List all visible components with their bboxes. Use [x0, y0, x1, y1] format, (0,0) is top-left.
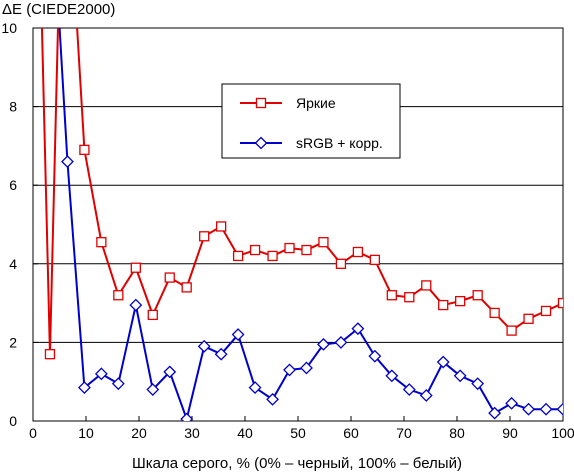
data-point-diamond: [61, 155, 74, 169]
data-point-square: [249, 244, 261, 256]
x-tick-label: 100: [551, 425, 574, 441]
data-point-diamond: [231, 328, 245, 341]
y-tick-label: 0: [9, 413, 17, 429]
series-2: [58, 28, 563, 421]
data-point-diamond: [94, 367, 108, 381]
y-axis-title: ΔE (CIEDE2000): [2, 1, 115, 18]
data-point-square: [335, 258, 347, 269]
data-point-diamond: [254, 136, 268, 150]
data-point-diamond: [163, 365, 177, 379]
x-tick-label: 10: [78, 425, 94, 441]
data-point-diamond: [368, 349, 382, 363]
data-point-square: [421, 280, 432, 291]
data-point-diamond: [453, 369, 467, 383]
data-point-diamond: [111, 377, 125, 391]
data-point-diamond: [522, 402, 535, 416]
data-point-square: [215, 221, 227, 232]
data-point-square: [284, 242, 295, 254]
data-point-square: [352, 246, 364, 258]
data-point-square: [472, 290, 483, 301]
series-1: [40, 28, 563, 360]
legend-box: [221, 83, 401, 159]
series-line: [40, 28, 563, 356]
series-line: [58, 28, 563, 421]
legend-label: sRGB + корр.: [296, 135, 383, 151]
data-point-diamond: [129, 298, 143, 312]
data-point-diamond: [402, 383, 416, 396]
data-point-diamond: [351, 322, 365, 336]
data-point-diamond: [283, 363, 296, 377]
data-point-square: [438, 299, 449, 311]
data-point-diamond: [300, 361, 313, 375]
data-point-diamond: [556, 402, 563, 416]
x-tick-label: 0: [29, 425, 37, 441]
data-point-square: [255, 97, 267, 109]
data-point-square: [44, 349, 56, 360]
data-point-square: [506, 325, 517, 336]
x-tick-label: 40: [237, 425, 253, 441]
y-tick-label: 2: [9, 334, 17, 350]
series-layer: [40, 28, 563, 421]
data-point-square: [301, 244, 312, 256]
data-point-square: [540, 305, 552, 317]
data-point-diamond: [77, 381, 91, 395]
data-point-diamond: [385, 369, 399, 383]
data-point-diamond: [505, 396, 519, 410]
data-point-square: [96, 237, 107, 248]
data-point-square: [386, 290, 397, 301]
x-tick-label: 80: [449, 425, 465, 441]
data-point-square: [489, 307, 500, 319]
data-point-diamond: [214, 347, 228, 361]
y-tick-label: 6: [9, 177, 17, 193]
data-point-diamond: [197, 339, 211, 353]
data-point-diamond: [248, 381, 262, 395]
x-tick-label: 90: [502, 425, 518, 441]
x-tick-label: 50: [290, 425, 306, 441]
data-point-square: [557, 297, 563, 309]
data-point-diamond: [488, 406, 502, 420]
data-point-diamond: [317, 337, 330, 351]
data-point-diamond: [419, 389, 433, 402]
data-point-square: [232, 250, 244, 262]
data-point-square: [318, 237, 329, 248]
data-point-diamond: [180, 412, 194, 421]
x-tick-label: 60: [343, 425, 359, 441]
data-point-diamond: [539, 402, 553, 416]
data-point-square: [404, 292, 415, 303]
data-point-diamond: [334, 335, 348, 349]
data-point-square: [181, 282, 192, 293]
data-point-diamond: [436, 355, 450, 369]
x-tick-label: 20: [131, 425, 147, 441]
x-tick-label: 30: [184, 425, 200, 441]
legend-label: Яркие: [296, 95, 336, 111]
data-point-square: [130, 262, 141, 273]
x-axis-title: Шкала серого, % (0% – черный, 100% – бел…: [132, 455, 462, 472]
x-tick-label: 70: [396, 425, 412, 441]
data-point-diamond: [471, 377, 485, 391]
data-point-diamond: [266, 392, 279, 406]
data-point-square: [523, 313, 534, 324]
legend: Яркие sRGB + корр.: [221, 83, 401, 159]
data-point-diamond: [146, 383, 160, 396]
axis-ticks: 0 10 20 30 40 50 60 70 80 90 100 0 2 4 6 8 10: [1, 20, 574, 441]
data-point-square: [113, 290, 124, 301]
data-point-square: [199, 231, 210, 242]
data-point-square: [455, 295, 466, 307]
data-point-square: [147, 309, 158, 321]
y-tick-label: 8: [9, 99, 17, 115]
y-tick-label: 10: [1, 20, 17, 36]
data-point-square: [164, 272, 175, 283]
y-tick-label: 4: [9, 256, 17, 272]
data-point-square: [79, 144, 90, 155]
data-point-square: [369, 254, 381, 266]
data-point-square: [267, 250, 278, 262]
